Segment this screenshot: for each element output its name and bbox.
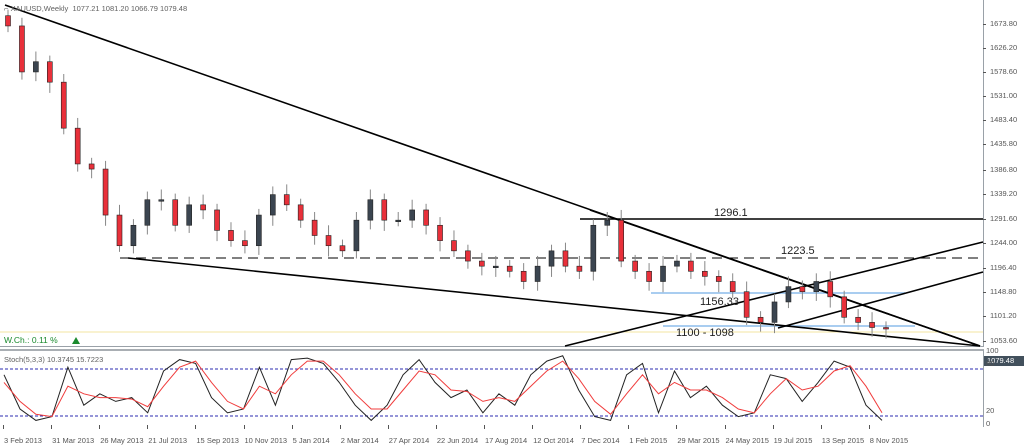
time-axis-label: 8 Nov 2015 <box>869 436 909 445</box>
price-chart-pane[interactable] <box>0 0 984 347</box>
stoch-axis-label: 100 <box>986 346 999 355</box>
time-axis-label: 27 Apr 2014 <box>388 436 430 445</box>
time-tick <box>387 425 389 429</box>
price-tick <box>983 72 986 73</box>
time-axis-label: 17 Aug 2014 <box>485 436 528 445</box>
trendlines <box>4 4 984 347</box>
time-axis-label: 3 Feb 2013 <box>4 436 42 445</box>
time-tick <box>628 425 630 429</box>
price-tick <box>983 96 986 97</box>
price-tick <box>983 292 986 293</box>
symbol-label: XAUUSD,Weekly <box>10 4 69 13</box>
price-axis-label: 1148.80 <box>990 287 1017 296</box>
price-axis-label: 1673.80 <box>990 19 1018 28</box>
level-label-1223: 1223.5 <box>781 245 815 257</box>
time-tick <box>195 425 197 429</box>
price-tick <box>983 120 986 121</box>
collapse-arrow-icon[interactable]: ⌐ <box>4 4 11 13</box>
price-axis-label: 1435.80 <box>990 139 1018 148</box>
time-axis-label: 26 May 2013 <box>100 436 144 445</box>
price-tick <box>983 194 986 195</box>
time-tick <box>820 425 822 429</box>
time-axis-label: 2 Mar 2014 <box>340 436 379 445</box>
time-tick <box>291 425 293 429</box>
indicator-title: Stoch(5,3,3) 10.3745 15.7223 <box>4 355 104 364</box>
price-axis-label: 1291.60 <box>990 214 1018 223</box>
stoch-axis-label: 20 <box>986 406 995 415</box>
stoch-k-line <box>3 355 883 422</box>
time-tick <box>772 425 774 429</box>
price-tick <box>983 24 986 25</box>
time-axis-label: 7 Dec 2014 <box>581 436 620 445</box>
price-axis-label: 1386.80 <box>990 165 1018 174</box>
weekly-change-label: W.Ch.: 0.11 % <box>4 335 58 345</box>
price-axis-label: 1339.20 <box>990 189 1018 198</box>
price-axis-label: 1626.20 <box>990 43 1018 52</box>
level-label-1156: 1156.33 <box>700 296 739 308</box>
current-price-badge: 1079.48 <box>984 356 1024 366</box>
candlesticks <box>5 9 889 339</box>
time-axis-label: 24 May 2015 <box>725 436 769 445</box>
time-axis-label: 1 Feb 2015 <box>629 436 668 445</box>
time-tick <box>484 425 485 429</box>
price-tick <box>983 268 986 269</box>
time-tick <box>724 425 726 429</box>
time-axis-label: 10 Nov 2013 <box>244 436 288 445</box>
price-axis-label: 1531.00 <box>990 91 1018 100</box>
time-tick <box>868 425 870 429</box>
price-tick <box>983 144 986 145</box>
level-label-1296: 1296.1 <box>714 207 748 219</box>
time-tick <box>147 425 149 429</box>
chart-header: ⌐ XAUUSD,Weekly 1077.21 1081.20 1066.79 … <box>4 4 187 13</box>
price-axis-label: 1244.00 <box>990 238 1018 247</box>
time-axis-label: 13 Sep 2015 <box>821 436 865 445</box>
price-axis-label: 1578.60 <box>990 67 1018 76</box>
price-tick <box>983 243 986 244</box>
price-tick <box>983 170 986 171</box>
time-tick <box>51 425 53 429</box>
time-axis-label: 5 Jan 2014 <box>292 436 330 445</box>
time-tick <box>676 425 678 429</box>
time-tick <box>243 425 245 429</box>
time-tick <box>435 425 437 429</box>
ohlc-values: 1077.21 1081.20 1066.79 1079.48 <box>72 4 188 13</box>
price-tick <box>983 341 986 342</box>
time-tick <box>580 425 582 429</box>
time-tick <box>99 425 101 429</box>
time-axis-label: 31 Mar 2013 <box>52 436 95 445</box>
stoch-d-line <box>3 360 883 418</box>
price-tick <box>983 316 986 317</box>
price-axis-label: 1053.60 <box>990 336 1018 345</box>
time-tick <box>339 425 341 429</box>
time-axis-label: 29 Mar 2015 <box>677 436 720 445</box>
time-axis-label: 22 Jun 2014 <box>436 436 479 445</box>
stochastic-pane[interactable] <box>0 349 984 427</box>
level-label-1100: 1100 - 1098 <box>676 327 734 339</box>
time-tick <box>3 425 4 429</box>
time-axis-label: 21 Jul 2013 <box>148 436 188 445</box>
price-tick <box>983 219 986 220</box>
price-axis-label: 1101.20 <box>990 311 1017 320</box>
stoch-axis-label: 80 <box>986 359 995 368</box>
time-axis-label: 15 Sep 2013 <box>196 436 239 445</box>
time-tick <box>532 425 534 429</box>
price-axis-label: 1196.40 <box>990 263 1017 272</box>
up-triangle-icon <box>72 337 80 344</box>
time-axis-label: 19 Jul 2015 <box>773 436 813 445</box>
price-tick <box>983 48 986 49</box>
stoch-axis-label: 0 <box>986 419 991 428</box>
price-axis-label: 1483.40 <box>990 115 1018 124</box>
time-axis-label: 12 Oct 2014 <box>533 436 574 445</box>
